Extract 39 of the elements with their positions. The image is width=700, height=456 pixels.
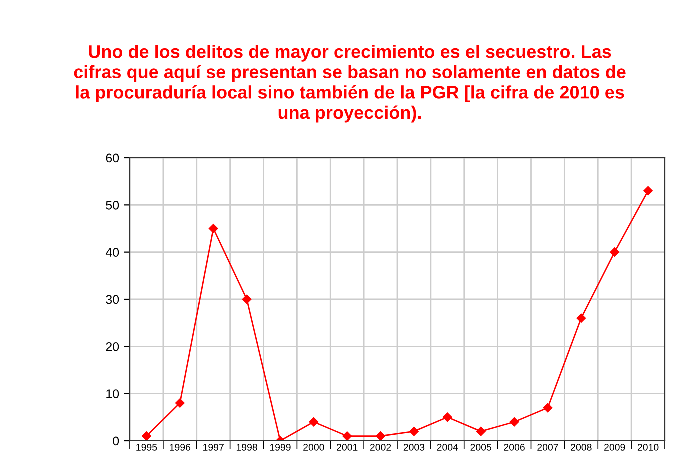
x-tick-label: 1997 — [204, 444, 224, 451]
x-tick-label: 2007 — [538, 444, 558, 451]
point — [176, 398, 185, 408]
point — [644, 186, 653, 196]
x-tick-label: 2004 — [437, 444, 458, 451]
y-tick-label: 0 — [113, 436, 120, 446]
x-tick-label: 2008 — [571, 444, 592, 451]
x-tick-label: 1996 — [170, 444, 191, 451]
chart-title: Uno de los delitos de mayor crecimiento es el secuestro. Las cifras que aquí se presentan se basan no solamente en datos de la procuraduría local sino también de la PGR [la cifra de 2010 es una proyección). — [74, 45, 626, 123]
y-tick-label: 50 — [106, 200, 120, 210]
point — [309, 418, 319, 427]
point — [576, 314, 586, 323]
x-tick-label: 2002 — [370, 444, 392, 451]
y-tick-label: 20 — [106, 342, 120, 352]
x-tick-label: 2009 — [604, 444, 626, 451]
point — [510, 418, 520, 427]
point — [376, 432, 386, 441]
point — [543, 403, 553, 413]
point — [242, 294, 252, 304]
x-tick-label: 1998 — [236, 444, 258, 451]
point — [410, 426, 419, 436]
x-tick-label: 2010 — [638, 444, 659, 451]
x-tick-label: 2001 — [337, 444, 358, 451]
point — [342, 432, 352, 441]
point — [610, 248, 620, 257]
point — [142, 432, 152, 441]
x-tick-label: 2000 — [304, 444, 324, 451]
x-tick-label: 2006 — [504, 444, 525, 451]
point — [208, 224, 218, 234]
point — [443, 412, 452, 422]
x-tick-label: 1995 — [136, 444, 158, 451]
y-tick-label: 40 — [106, 248, 120, 257]
x-tick-label: 1999 — [270, 444, 291, 451]
x-tick-label: 2005 — [470, 444, 492, 451]
x-tick-label: 2003 — [404, 444, 425, 451]
y-tick-label: 30 — [106, 295, 120, 304]
y-tick-label: 60 — [106, 154, 120, 163]
y-tick-label: 10 — [106, 390, 120, 398]
point — [476, 426, 486, 436]
